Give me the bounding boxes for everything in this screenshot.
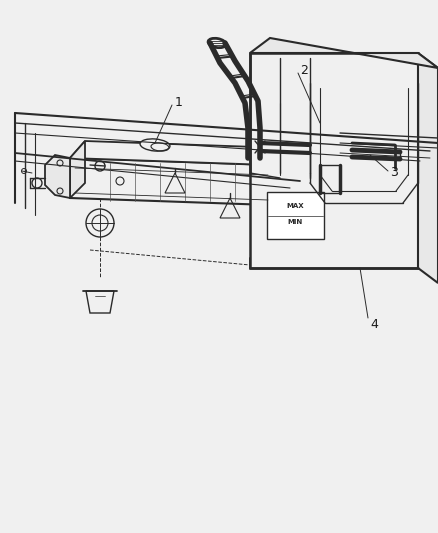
Polygon shape	[210, 43, 260, 158]
Polygon shape	[352, 150, 400, 159]
Polygon shape	[320, 165, 340, 193]
Text: 3: 3	[390, 166, 398, 180]
Text: 4: 4	[370, 319, 378, 332]
Circle shape	[316, 129, 344, 157]
Ellipse shape	[140, 139, 170, 151]
Text: 1: 1	[175, 96, 183, 109]
Circle shape	[86, 209, 114, 237]
Circle shape	[95, 161, 105, 171]
Polygon shape	[250, 38, 438, 68]
Polygon shape	[45, 155, 70, 198]
Polygon shape	[70, 141, 285, 165]
Text: MIN: MIN	[288, 219, 303, 225]
Polygon shape	[70, 141, 85, 198]
Polygon shape	[250, 53, 418, 268]
Text: 2: 2	[300, 64, 308, 77]
Circle shape	[308, 121, 352, 165]
Text: MAX: MAX	[287, 204, 304, 209]
Polygon shape	[260, 143, 310, 153]
Polygon shape	[418, 53, 438, 283]
Polygon shape	[70, 158, 270, 205]
FancyBboxPatch shape	[267, 192, 324, 239]
Ellipse shape	[208, 38, 226, 47]
Polygon shape	[86, 291, 114, 313]
